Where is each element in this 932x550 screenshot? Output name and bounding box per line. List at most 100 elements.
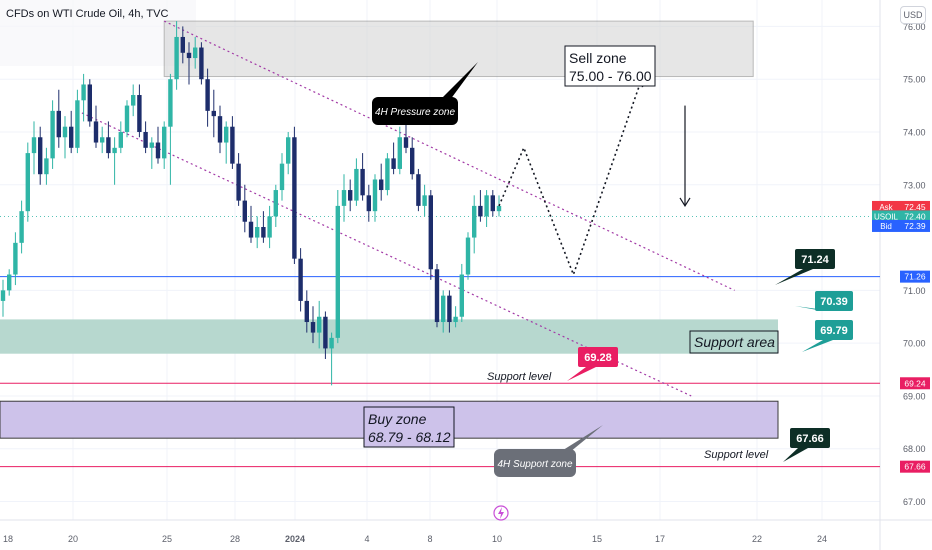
candle — [205, 68, 210, 127]
y-tick-label-4: 71.00 — [903, 286, 926, 296]
candle — [180, 26, 185, 64]
callout-67-66-tail — [783, 448, 808, 462]
candle — [25, 142, 30, 222]
chart-title: CFDs on WTI Crude Oil, 4h, TVC — [6, 8, 169, 20]
candle-body — [484, 195, 489, 217]
candle-body — [7, 274, 12, 291]
callout-67-66: 67.66 — [783, 428, 830, 462]
candle — [490, 190, 495, 217]
y-tick-label-0: 76.00 — [903, 22, 926, 32]
candle — [19, 200, 24, 254]
x-tick-label-7: 10 — [492, 534, 502, 544]
candle-body — [372, 179, 378, 212]
candle — [372, 174, 378, 222]
candle-body — [75, 100, 80, 148]
callout-pressure-zone-text: 4H Pressure zone — [375, 107, 455, 118]
candle-body — [403, 137, 409, 148]
candle — [478, 190, 483, 222]
candle-body — [279, 163, 285, 191]
candle — [279, 153, 285, 201]
currency-button[interactable]: USD — [900, 6, 926, 24]
candle-body — [44, 158, 49, 175]
callout-71-24: 71.24 — [775, 249, 835, 285]
candle-body — [199, 47, 204, 80]
candle — [453, 306, 458, 328]
callout-69-28: 69.28 — [567, 347, 618, 381]
candle-body — [341, 190, 347, 206]
candle-body — [87, 84, 92, 122]
candle — [261, 211, 266, 243]
buy-zone-label-line-0: Buy zone — [368, 411, 427, 427]
bid-flag-tag-bg — [872, 219, 900, 232]
candle — [199, 42, 204, 85]
candle — [447, 290, 452, 333]
candle — [93, 105, 99, 148]
callout-support-zone-tail — [560, 425, 603, 452]
last-price-flag-tag: USOIL — [874, 212, 899, 221]
candle — [434, 263, 440, 328]
candle-body — [385, 158, 390, 191]
candle — [211, 89, 216, 138]
candle — [0, 279, 6, 317]
level-flag-support-1-value-bg — [900, 377, 930, 390]
candle — [360, 153, 365, 201]
candle — [81, 73, 86, 122]
candle — [168, 73, 173, 185]
candle — [149, 137, 154, 169]
candle — [69, 110, 74, 154]
callout-support-zone-box — [494, 449, 576, 477]
last-price-flag-value-bg — [900, 210, 930, 223]
support-level-label-2: Support level — [704, 449, 769, 461]
callout-pressure-zone: 4H Pressure zone — [372, 62, 478, 125]
level-flag-support-2-value: 67.66 — [904, 462, 926, 472]
candle — [348, 179, 353, 212]
candle — [304, 290, 309, 333]
zone-sell — [163, 20, 754, 78]
candle-body — [211, 110, 216, 117]
candle-body — [205, 79, 210, 111]
candle — [459, 263, 464, 323]
candle — [255, 216, 260, 249]
candle-body — [496, 205, 502, 212]
candle-body — [137, 95, 142, 132]
candle — [496, 195, 502, 217]
candle-body — [193, 47, 198, 59]
bid-flag-value: 72.39 — [904, 221, 926, 231]
candle-body — [131, 95, 136, 106]
candle — [286, 131, 291, 175]
support-area-label: Support area — [689, 330, 779, 354]
level-flag-blue: 71.26 — [900, 270, 930, 283]
callout-69-79-text: 69.79 — [820, 325, 848, 337]
candle — [341, 174, 347, 222]
candle-body — [31, 137, 37, 154]
candle-body — [106, 137, 111, 154]
candle — [100, 126, 105, 154]
candle — [38, 126, 43, 185]
support-area-label-box — [689, 330, 779, 354]
candle — [62, 116, 68, 159]
callout-pressure-zone-tail — [440, 62, 478, 100]
callout-69-79-tail — [802, 340, 833, 352]
candle — [106, 121, 111, 159]
candle — [403, 121, 409, 154]
candle — [410, 137, 415, 180]
candle-body — [304, 300, 309, 323]
callout-71-24-box — [795, 249, 835, 269]
candle — [329, 332, 334, 386]
callout-67-66-text: 67.66 — [796, 433, 824, 445]
candle-body — [69, 126, 74, 148]
sell-zone-label: Sell zone 75.00 - 76.00 — [564, 45, 656, 87]
candle-body — [124, 105, 130, 132]
y-tick-label-8: 67.00 — [903, 497, 926, 507]
candle — [248, 205, 254, 243]
bid-flag-value-bg — [900, 219, 930, 232]
lightning-icon — [493, 505, 509, 521]
candle-body — [143, 131, 148, 148]
lightning-icon-bolt — [498, 507, 504, 519]
y-tick-label-2: 74.00 — [903, 127, 926, 137]
candle — [298, 248, 303, 312]
candle — [441, 290, 446, 333]
candle — [310, 306, 316, 344]
ask-flag: Ask 72.45 — [872, 200, 930, 213]
last-price-flag: USOIL 72.40 — [872, 210, 930, 223]
